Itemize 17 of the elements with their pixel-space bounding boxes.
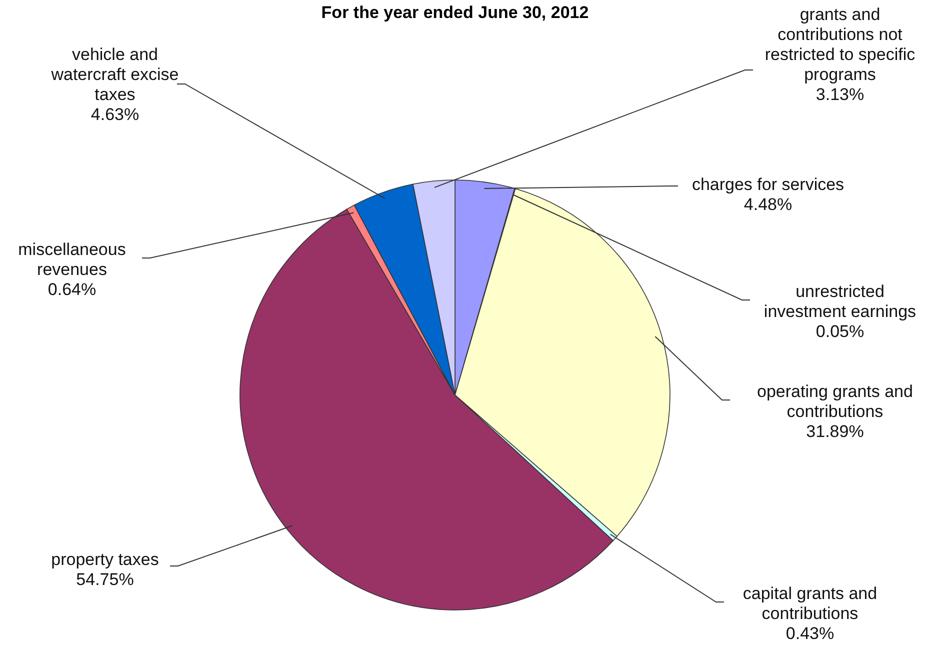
- data-label: 31.89%: [806, 422, 864, 441]
- slice-label: miscellaneous revenues: [18, 240, 126, 279]
- chart-title: For the year ended June 30, 2012: [321, 3, 589, 22]
- data-label: 0.05%: [816, 322, 864, 341]
- slice-label: operating grants and contributions: [757, 382, 913, 421]
- slice-label: unrestricted investment earnings: [764, 282, 916, 321]
- slice-label: capital grants and contributions: [742, 584, 878, 623]
- data-label: 0.64%: [48, 280, 96, 299]
- slice-label: grants and contributions not restricted to specific programs: [764, 5, 916, 84]
- data-label: 54.75%: [76, 570, 134, 589]
- slice-label: property taxes: [51, 550, 159, 569]
- slice-label: charges for services: [692, 175, 844, 194]
- slice-label: vehicle and watercraft excise taxes: [50, 45, 179, 104]
- data-label: 4.48%: [744, 195, 792, 214]
- data-label: 0.43%: [786, 624, 834, 643]
- data-label: 3.13%: [816, 85, 864, 104]
- data-label: 4.63%: [90, 105, 140, 124]
